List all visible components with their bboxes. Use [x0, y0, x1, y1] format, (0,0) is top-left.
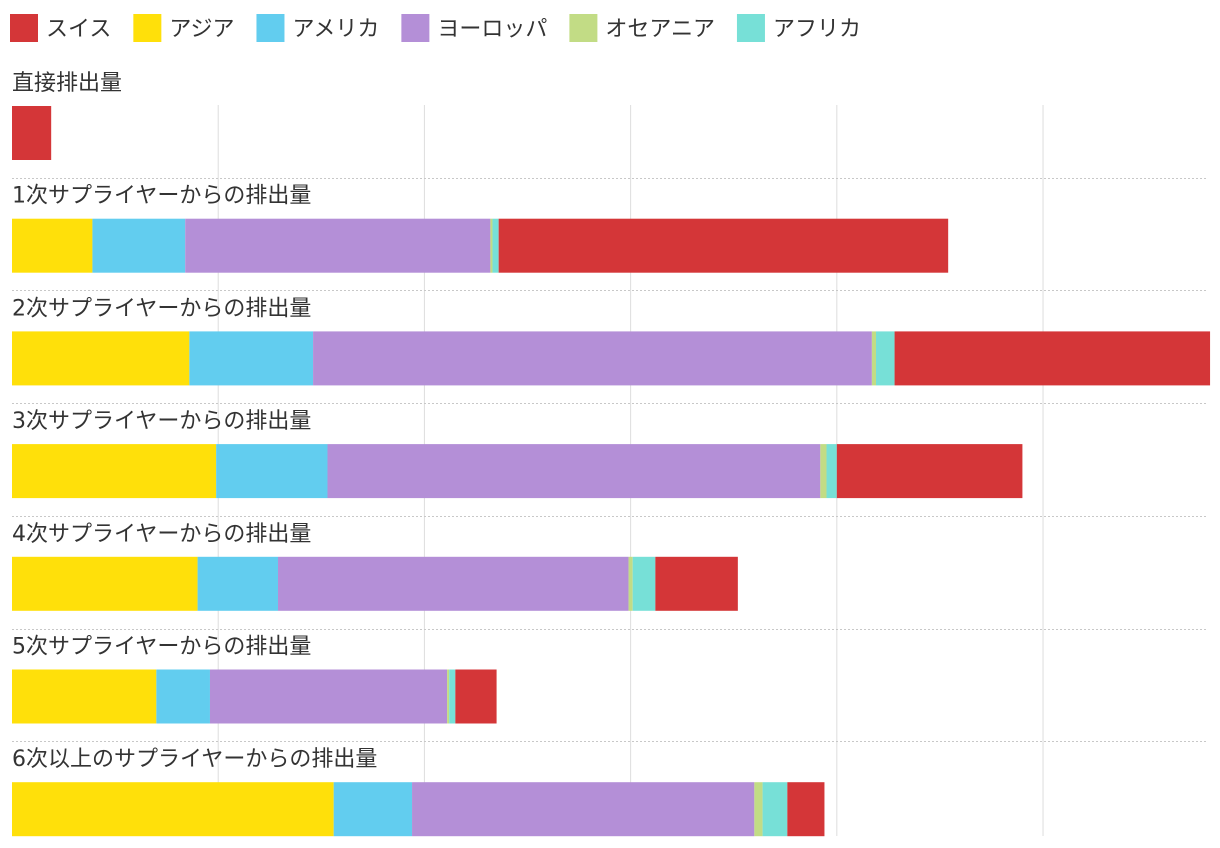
bar-segment-americas[interactable]: 3次サプライヤーからの排出量 / アメリカ: 5.4	[216, 444, 328, 499]
legend-item-europe[interactable]: ヨーロッパ	[401, 14, 547, 42]
row-label: 直接排出量	[12, 71, 122, 96]
row-label: 2次サプライヤーからの排出量	[12, 296, 311, 321]
bar-segment-europe[interactable]: 4次サプライヤーからの排出量 / ヨーロッパ: 17	[278, 556, 629, 611]
bar-segment-africa[interactable]: 2次サプライヤーからの排出量 / アフリカ: 0.9	[876, 331, 895, 386]
legend-swatch	[10, 14, 38, 42]
row-label: 4次サプライヤーからの排出量	[12, 522, 311, 547]
bar-segment-asia[interactable]: 6次以上のサプライヤーからの排出量 / アジア: 15.6	[12, 782, 334, 837]
legend-swatch	[133, 14, 162, 42]
bar-segment-africa[interactable]: 6次以上のサプライヤーからの排出量 / アフリカ: 1.2	[762, 782, 788, 837]
bar-segment-oceania[interactable]: 5次サプライヤーからの排出量 / オセアニア: 0.1	[447, 669, 450, 724]
legend-label: オセアニア	[605, 17, 715, 42]
bar-segment-europe[interactable]: 3次サプライヤーからの排出量 / ヨーロッパ: 23.9	[327, 444, 821, 499]
legend-item-oceania[interactable]: オセアニア	[569, 14, 715, 42]
bar-segment-africa[interactable]: 5次サプライヤーからの排出量 / アフリカ: 0.3	[449, 669, 456, 724]
bar-segment-oceania[interactable]: 4次サプライヤーからの排出量 / オセアニア: 0.2	[628, 556, 633, 611]
bar-segment-asia[interactable]: 4次サプライヤーからの排出量 / アジア: 9	[12, 556, 198, 611]
row-separators	[12, 178, 1208, 742]
legend-swatch	[401, 14, 430, 42]
bar-segment-europe[interactable]: 2次サプライヤーからの排出量 / ヨーロッパ: 27.1	[313, 331, 872, 386]
bar-segment-switzerland[interactable]: 6次以上のサプライヤーからの排出量 / スイス: 1.8	[787, 782, 825, 837]
bar-segment-asia[interactable]: 5次サプライヤーからの排出量 / アジア: 7	[12, 669, 157, 724]
bar-segment-europe[interactable]: 1次サプライヤーからの排出量 / ヨーロッパ: 14.8	[185, 218, 491, 273]
bar-segment-americas[interactable]: 2次サプライヤーからの排出量 / アメリカ: 6	[189, 331, 314, 386]
bar-segment-asia[interactable]: 1次サプライヤーからの排出量 / アジア: 3.9	[12, 218, 93, 273]
legend-label: スイス	[46, 17, 111, 42]
legend: スイス アジア アメリカ ヨーロッパ オセアニア アフリカ	[10, 14, 861, 42]
bar-segment-europe[interactable]: 5次サプライヤーからの排出量 / ヨーロッパ: 11.5	[209, 669, 448, 724]
legend-item-africa[interactable]: アフリカ	[736, 14, 861, 42]
legend-item-asia[interactable]: アジア	[133, 14, 234, 42]
legend-swatch	[569, 14, 598, 42]
bar-segment-oceania[interactable]: 6次以上のサプライヤーからの排出量 / オセアニア: 0.4	[754, 782, 763, 837]
legend-label: アフリカ	[773, 17, 861, 42]
row-label: 1次サプライヤーからの排出量	[12, 184, 311, 209]
legend-item-americas[interactable]: アメリカ	[256, 14, 379, 42]
bar-segment-americas[interactable]: 1次サプライヤーからの排出量 / アメリカ: 4.5	[92, 218, 186, 273]
legend-label: ヨーロッパ	[437, 17, 547, 42]
row-label: 6次以上のサプライヤーからの排出量	[12, 747, 377, 772]
bar-segment-switzerland[interactable]: 直接排出量 / スイス: 1.9	[12, 106, 52, 160]
legend-swatch	[736, 14, 765, 42]
bar-segment-oceania[interactable]: 1次サプライヤーからの排出量 / オセアニア: 0.1	[490, 218, 493, 273]
bar-segment-oceania[interactable]: 3次サプライヤーからの排出量 / オセアニア: 0.3	[820, 444, 827, 499]
bar-segment-switzerland[interactable]: 3次サプライヤーからの排出量 / スイス: 9	[836, 444, 1023, 499]
bar-segment-africa[interactable]: 1次サプライヤーからの排出量 / アフリカ: 0.3	[492, 218, 499, 273]
bar-segment-switzerland[interactable]: 1次サプライヤーからの排出量 / スイス: 21.8	[498, 218, 949, 273]
legend-item-switzerland[interactable]: スイス	[10, 14, 111, 42]
bar-segment-switzerland[interactable]: 5次サプライヤーからの排出量 / スイス: 2	[455, 669, 497, 724]
bar-segment-asia[interactable]: 2次サプライヤーからの排出量 / アジア: 8.6	[12, 331, 190, 386]
bar-segment-africa[interactable]: 4次サプライヤーからの排出量 / アフリカ: 1.1	[632, 556, 656, 611]
bar-segment-oceania[interactable]: 2次サプライヤーからの排出量 / オセアニア: 0.2	[871, 331, 877, 386]
bar-segment-africa[interactable]: 3次サプライヤーからの排出量 / アフリカ: 0.5	[826, 444, 837, 499]
row-label: 3次サプライヤーからの排出量	[12, 409, 311, 434]
bar-segment-switzerland[interactable]: 2次サプライヤーからの排出量 / スイス: 15.3	[894, 331, 1211, 386]
legend-swatch	[256, 14, 285, 42]
row-labels: 直接排出量 1次サプライヤーからの排出量 2次サプライヤーからの排出量 3次サプライヤ…	[12, 71, 377, 772]
legend-label: アメリカ	[292, 17, 379, 42]
bar-segment-asia[interactable]: 3次サプライヤーからの排出量 / アジア: 9.9	[12, 444, 217, 499]
bar-segment-europe[interactable]: 6次以上のサプライヤーからの排出量 / ヨーロッパ: 16.6	[412, 782, 755, 837]
bar-segment-americas[interactable]: 4次サプライヤーからの排出量 / アメリカ: 3.9	[197, 556, 279, 611]
bar-segment-switzerland[interactable]: 4次サプライヤーからの排出量 / スイス: 4	[655, 556, 738, 611]
legend-label: アジア	[169, 17, 234, 42]
bar-segment-americas[interactable]: 5次サプライヤーからの排出量 / アメリカ: 2.6	[156, 669, 210, 724]
row-label: 5次サプライヤーからの排出量	[12, 635, 311, 660]
bar-segment-americas[interactable]: 6次以上のサプライヤーからの排出量 / アメリカ: 3.8	[333, 782, 413, 837]
bars-layer: 直接排出量 / スイス: 1.9 1次サプライヤーからの排出量 / アジア: 3.…	[12, 106, 1211, 837]
